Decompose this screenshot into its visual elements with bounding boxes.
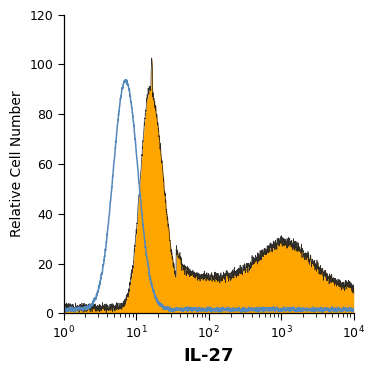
- Y-axis label: Relative Cell Number: Relative Cell Number: [10, 91, 24, 237]
- X-axis label: IL-27: IL-27: [183, 347, 234, 365]
